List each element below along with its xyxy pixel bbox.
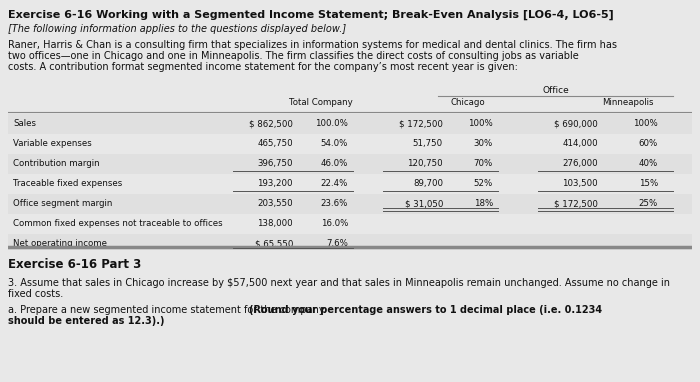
Bar: [8, 194, 692, 214]
Text: 396,750: 396,750: [258, 159, 293, 168]
Text: 70%: 70%: [474, 159, 493, 168]
Text: 40%: 40%: [638, 159, 658, 168]
Bar: [8, 234, 692, 254]
Text: 54.0%: 54.0%: [321, 139, 348, 148]
Text: Office segment margin: Office segment margin: [13, 199, 113, 208]
Text: 60%: 60%: [638, 139, 658, 148]
Text: Raner, Harris & Chan is a consulting firm that specializes in information system: Raner, Harris & Chan is a consulting fir…: [8, 40, 617, 50]
Text: 23.6%: 23.6%: [321, 199, 348, 208]
Text: $ 172,500: $ 172,500: [399, 119, 443, 128]
Text: 100%: 100%: [468, 119, 493, 128]
Text: 15%: 15%: [638, 179, 658, 188]
Text: 18%: 18%: [474, 199, 493, 208]
Text: a. Prepare a new segmented income statement for the company.: a. Prepare a new segmented income statem…: [8, 305, 330, 315]
Text: 414,000: 414,000: [562, 139, 598, 148]
Text: should be entered as 12.3).): should be entered as 12.3).): [8, 316, 164, 326]
Text: $ 65,550: $ 65,550: [255, 239, 293, 248]
Text: 3. Assume that sales in Chicago increase by $57,500 next year and that sales in : 3. Assume that sales in Chicago increase…: [8, 278, 670, 288]
Text: 46.0%: 46.0%: [321, 159, 348, 168]
Text: 89,700: 89,700: [413, 179, 443, 188]
Text: two offices—one in Chicago and one in Minneapolis. The firm classifies the direc: two offices—one in Chicago and one in Mi…: [8, 51, 579, 61]
Text: [The following information applies to the questions displayed below.]: [The following information applies to th…: [8, 24, 346, 34]
Text: Sales: Sales: [13, 119, 36, 128]
Text: Chicago: Chicago: [451, 98, 485, 107]
Text: Common fixed expenses not traceable to offices: Common fixed expenses not traceable to o…: [13, 219, 223, 228]
Text: Traceable fixed expenses: Traceable fixed expenses: [13, 179, 122, 188]
Text: 465,750: 465,750: [258, 139, 293, 148]
Text: 120,750: 120,750: [407, 159, 443, 168]
Text: 138,000: 138,000: [258, 219, 293, 228]
Text: Total Company: Total Company: [288, 98, 352, 107]
Text: 51,750: 51,750: [413, 139, 443, 148]
Text: 30%: 30%: [474, 139, 493, 148]
Text: 276,000: 276,000: [562, 159, 598, 168]
Text: $ 31,050: $ 31,050: [405, 199, 443, 208]
Text: 25%: 25%: [638, 199, 658, 208]
Text: fixed costs.: fixed costs.: [8, 289, 63, 299]
Text: 193,200: 193,200: [258, 179, 293, 188]
Text: 203,550: 203,550: [258, 199, 293, 208]
Text: costs. A contribution format segmented income statement for the company’s most r: costs. A contribution format segmented i…: [8, 62, 518, 72]
Text: Exercise 6-16 Part 3: Exercise 6-16 Part 3: [8, 258, 141, 271]
Text: 22.4%: 22.4%: [321, 179, 348, 188]
Text: Contribution margin: Contribution margin: [13, 159, 99, 168]
Text: Net operating income: Net operating income: [13, 239, 107, 248]
Text: 52%: 52%: [474, 179, 493, 188]
Text: 16.0%: 16.0%: [321, 219, 348, 228]
Text: 100.0%: 100.0%: [315, 119, 348, 128]
Bar: [8, 154, 692, 174]
Text: $ 690,000: $ 690,000: [554, 119, 598, 128]
Text: Variable expenses: Variable expenses: [13, 139, 92, 148]
Text: (Round your percentage answers to 1 decimal place (i.e. 0.1234: (Round your percentage answers to 1 deci…: [249, 305, 602, 315]
Text: Exercise 6-16 Working with a Segmented Income Statement; Break-Even Analysis [LO: Exercise 6-16 Working with a Segmented I…: [8, 10, 614, 20]
Bar: [8, 114, 692, 134]
Text: $ 172,500: $ 172,500: [554, 199, 598, 208]
Text: 7.6%: 7.6%: [326, 239, 348, 248]
Text: Minneapolis: Minneapolis: [602, 98, 654, 107]
Text: 103,500: 103,500: [562, 179, 598, 188]
Text: Office: Office: [542, 86, 569, 95]
Text: 100%: 100%: [634, 119, 658, 128]
Text: $ 862,500: $ 862,500: [249, 119, 293, 128]
